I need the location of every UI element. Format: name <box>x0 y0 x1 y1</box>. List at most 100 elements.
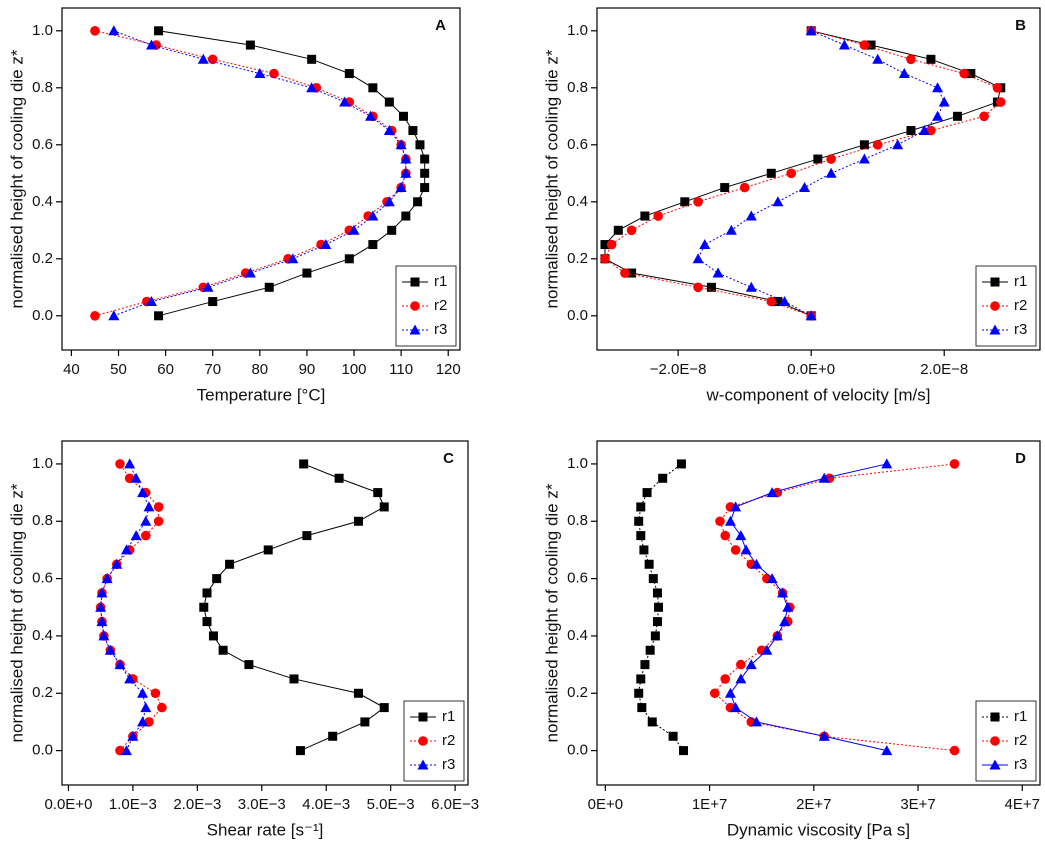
data-point <box>264 282 274 292</box>
data-point <box>725 224 737 235</box>
data-point <box>289 674 299 684</box>
data-point <box>745 659 757 670</box>
data-point <box>613 225 623 235</box>
data-point <box>120 745 132 756</box>
y-tick-label: 0.4 <box>567 193 588 210</box>
data-point <box>637 703 647 713</box>
x-tick-label: 2.0E−3 <box>173 796 221 813</box>
data-point <box>735 673 747 684</box>
y-tick-label: 1.0 <box>32 455 53 472</box>
data-point <box>387 225 397 235</box>
data-point <box>766 487 778 498</box>
panel-label: B <box>1015 17 1026 34</box>
data-point <box>640 660 650 670</box>
data-point <box>918 125 930 136</box>
data-point <box>137 687 149 698</box>
data-point <box>244 660 254 670</box>
data-point <box>367 210 379 221</box>
data-point <box>771 630 783 641</box>
data-point <box>95 601 107 612</box>
data-point <box>150 688 161 699</box>
data-point <box>207 54 218 65</box>
y-tick-label: 0.8 <box>567 512 588 529</box>
x-tick-label: 3.0E−3 <box>238 796 286 813</box>
data-point <box>724 687 736 698</box>
data-point <box>302 268 312 278</box>
y-tick-label: 1.0 <box>567 22 588 39</box>
data-point <box>137 487 149 498</box>
data-point <box>379 502 389 512</box>
data-point <box>627 268 637 278</box>
y-axis-label: normalised height of cooling die z* <box>7 49 26 308</box>
data-point <box>140 515 152 526</box>
data-point <box>699 239 711 250</box>
data-point <box>652 588 662 598</box>
data-point <box>932 82 944 93</box>
x-axis-label: w-component of velocity [m/s] <box>706 385 931 404</box>
data-point <box>932 110 944 121</box>
data-point <box>693 197 703 207</box>
x-tick-label: 50 <box>110 361 127 378</box>
data-point <box>782 601 794 612</box>
series-line <box>158 30 426 317</box>
series-line <box>604 30 1002 317</box>
x-tick-label: −2.0E−8 <box>650 361 707 378</box>
data-point <box>892 139 904 150</box>
panel: 0.0E+0 1.0E−3 2.0E−3 3.0E−3 4.0E−3 5.0E−3 6.0E… <box>7 440 479 839</box>
data-point <box>825 167 837 178</box>
data-point <box>826 154 836 164</box>
data-point <box>652 617 662 627</box>
legend-label: r1 <box>1014 708 1027 725</box>
legend-marker <box>410 301 420 311</box>
data-point <box>750 716 762 727</box>
data-point <box>642 488 652 498</box>
y-axis-label: normalised height of cooling die z* <box>542 483 561 742</box>
data-point <box>145 39 157 50</box>
y-tick-label: 0.2 <box>567 684 588 701</box>
data-point <box>959 68 969 79</box>
data-point <box>353 688 363 698</box>
data-point <box>859 140 869 150</box>
data-point <box>245 40 255 50</box>
data-point <box>254 68 266 79</box>
y-tick-label: 0.8 <box>32 79 53 96</box>
legend-marker <box>418 736 428 746</box>
data-point <box>805 25 817 36</box>
data-point <box>137 716 149 727</box>
data-point <box>208 631 218 641</box>
y-axis-label: normalised height of cooling die z* <box>7 483 26 742</box>
legend: r1 r2 r3 <box>395 265 457 347</box>
data-point <box>208 297 218 307</box>
data-point <box>766 573 778 584</box>
data-point <box>735 530 747 541</box>
series-line <box>604 30 1002 317</box>
data-point <box>779 296 791 307</box>
data-point <box>395 139 407 150</box>
legend-label: r2 <box>434 297 447 314</box>
data-point <box>898 68 910 79</box>
data-point <box>680 197 690 207</box>
data-point <box>859 40 870 50</box>
data-point <box>140 702 152 713</box>
legend-marker <box>990 736 1000 746</box>
data-point <box>307 54 317 64</box>
legend-label: r3 <box>434 321 447 338</box>
data-point <box>872 53 884 64</box>
data-point <box>306 82 318 93</box>
data-point <box>773 297 783 307</box>
y-axis-label: normalised height of cooling die z* <box>542 49 561 308</box>
data-point <box>653 602 663 612</box>
data-point <box>730 545 741 555</box>
y-tick-label: 0.0 <box>567 307 588 324</box>
x-tick-label: 2E+7 <box>796 796 831 813</box>
legend-marker <box>989 759 1001 770</box>
y-tick-label: 0.2 <box>567 250 588 267</box>
data-point <box>906 54 916 65</box>
data-point <box>634 516 644 526</box>
data-point <box>676 459 686 469</box>
y-tick-label: 0.4 <box>32 193 53 210</box>
data-point <box>365 110 377 121</box>
panel: 0E+0 1E+7 2E+7 3E+7 4E+7 0.0 0.2 0.4 0.6 0.8 1.0 Dy… <box>542 440 1041 839</box>
data-point <box>202 617 212 627</box>
